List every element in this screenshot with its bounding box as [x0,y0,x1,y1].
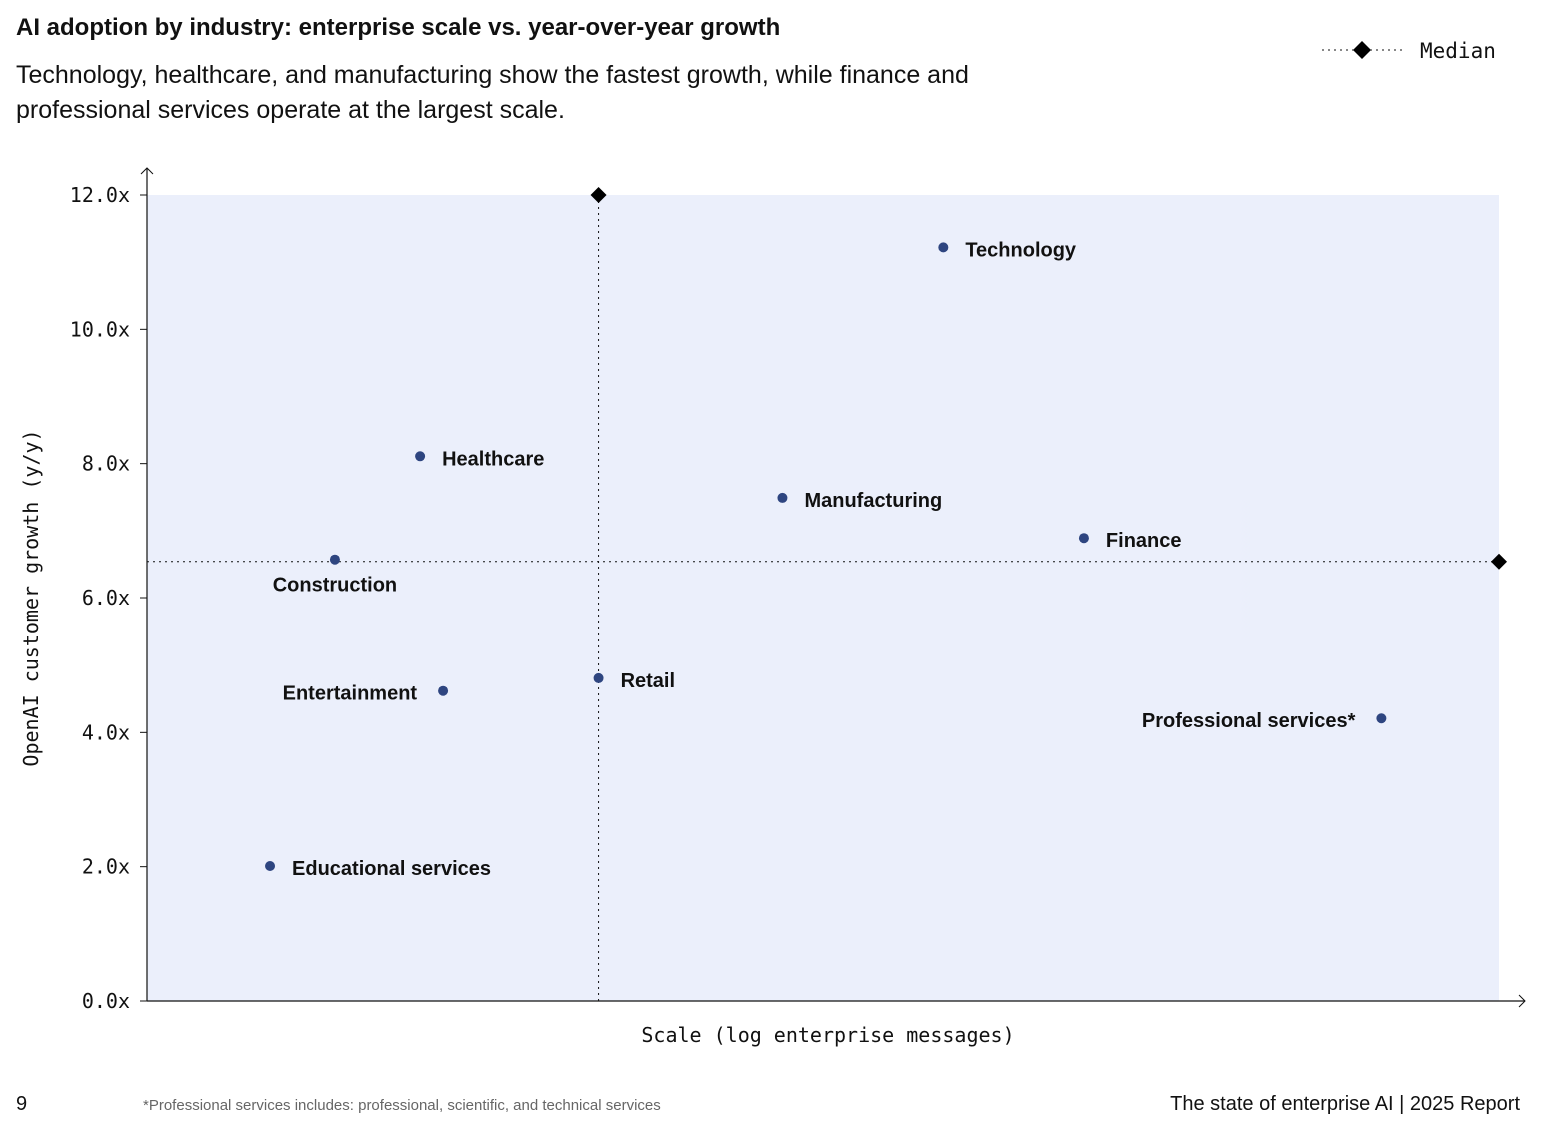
y-tick-label: 2.0x [82,855,130,879]
report-title: The state of enterprise AI | 2025 Report [1170,1093,1520,1115]
data-point-finance [1078,533,1089,544]
page-number: 9 [16,1093,28,1115]
point-label: Retail [621,670,675,692]
y-tick-label: 8.0x [82,452,130,476]
data-point-entertainment [438,685,449,696]
data-point-professional-services- [1376,713,1387,724]
data-point-construction [329,554,340,565]
point-label: Technology [965,239,1077,261]
x-axis-label: Scale (log enterprise messages) [641,1023,1014,1047]
y-axis-arrow-icon [140,167,154,175]
y-tick-label: 10.0x [70,317,130,341]
x-axis-arrow-icon [1518,994,1526,1008]
plot-background [147,195,1499,1001]
legend-diamond-icon [1353,41,1371,59]
point-label: Construction [273,575,397,597]
point-label: Manufacturing [804,490,942,512]
point-label: Educational services [292,858,491,880]
legend-label: Median [1420,39,1496,63]
data-point-manufacturing [777,492,788,503]
y-tick-label: 0.0x [82,989,130,1013]
point-label: Finance [1106,530,1182,552]
data-point-healthcare [415,451,426,462]
y-tick-label: 4.0x [82,720,130,744]
data-point-retail [593,672,604,683]
point-label: Healthcare [442,448,544,470]
point-label: Professional services* [1142,710,1356,732]
y-tick-label: 12.0x [70,183,130,207]
y-tick-label: 6.0x [82,586,130,610]
point-label: Entertainment [283,683,418,705]
chart-title: AI adoption by industry: enterprise scal… [16,14,781,41]
median-x-diamond-icon [590,187,607,203]
chart-subtitle: Technology, healthcare, and manufacturin… [16,61,969,124]
data-point-educational-services [265,860,276,871]
y-axis-label: OpenAI customer growth (y/y) [19,429,43,766]
data-point-technology [938,242,949,253]
median-y-diamond-icon [1491,553,1507,570]
footnote: *Professional services includes: profess… [143,1097,661,1114]
